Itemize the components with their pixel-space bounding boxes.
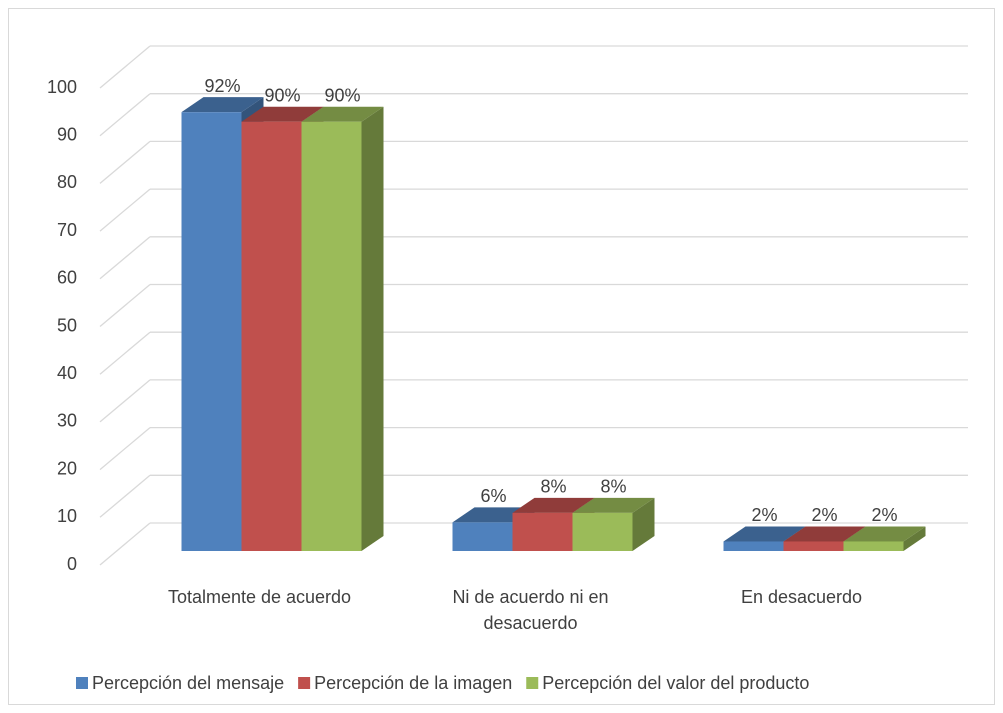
bar bbox=[181, 112, 242, 551]
legend-label: Percepción del mensaje bbox=[92, 673, 284, 693]
bar-side bbox=[903, 526, 926, 551]
chart-border bbox=[8, 8, 995, 705]
y-tick-label: 70 bbox=[57, 220, 77, 240]
bar-top bbox=[783, 526, 866, 542]
y-tick-label: 100 bbox=[47, 77, 77, 97]
data-label: 2% bbox=[871, 505, 897, 525]
data-label: 2% bbox=[811, 505, 837, 525]
legend-swatch bbox=[526, 677, 539, 689]
grid-line-side bbox=[99, 93, 151, 137]
bar bbox=[783, 541, 844, 551]
bar-top bbox=[723, 526, 806, 542]
grid-line-side bbox=[99, 236, 151, 280]
bar-top bbox=[241, 106, 324, 122]
x-tick-label: En desacuerdo bbox=[740, 587, 863, 607]
bar-top bbox=[572, 497, 655, 513]
x-tick-label-box: Ni de acuerdo ni en desacuerdo bbox=[452, 587, 609, 633]
legend-label: Percepción de la imagen bbox=[314, 673, 512, 693]
data-label: 8% bbox=[600, 477, 626, 497]
data-label: 8% bbox=[540, 477, 566, 497]
y-tick-label: 90 bbox=[57, 124, 77, 144]
x-tick-label-box: En desacuerdo bbox=[740, 587, 863, 607]
bar-top bbox=[843, 526, 926, 542]
y-tick-label: 20 bbox=[57, 458, 77, 478]
legend-label: Percepción del valor del producto bbox=[542, 673, 809, 693]
y-tick-label: 50 bbox=[57, 315, 77, 335]
bar-top bbox=[181, 97, 264, 113]
data-label: 6% bbox=[480, 486, 506, 506]
bar bbox=[572, 512, 633, 551]
grid-line-side bbox=[99, 45, 151, 89]
data-label: 2% bbox=[751, 505, 777, 525]
data-label: 90% bbox=[324, 85, 360, 105]
grid-line-side bbox=[99, 522, 151, 566]
data-label: 90% bbox=[264, 85, 300, 105]
grid-line-side bbox=[99, 284, 151, 327]
y-tick-label: 10 bbox=[57, 506, 77, 526]
y-tick-label: 0 bbox=[67, 554, 77, 574]
y-tick-label: 80 bbox=[57, 172, 77, 192]
bar bbox=[301, 121, 362, 551]
x-tick-label: Totalmente de acuerdo bbox=[167, 587, 352, 607]
bar bbox=[843, 541, 904, 551]
grid-line-side bbox=[99, 379, 151, 423]
bar bbox=[241, 121, 302, 551]
grid-line-side bbox=[99, 427, 151, 471]
legend-swatch bbox=[76, 677, 88, 689]
grid-line-side bbox=[99, 474, 151, 518]
bar bbox=[452, 522, 513, 551]
grid-line-side bbox=[99, 140, 151, 184]
bar-top bbox=[301, 106, 384, 122]
grid-line-side bbox=[99, 331, 151, 375]
x-tick-label-box: Totalmente de acuerdo bbox=[167, 587, 352, 607]
bar-side bbox=[632, 497, 655, 551]
legend-swatch bbox=[298, 677, 311, 689]
bar bbox=[723, 541, 784, 551]
legend: Percepción del mensaje Percepción de la i… bbox=[76, 673, 809, 693]
y-tick-label: 30 bbox=[57, 411, 77, 431]
bar bbox=[512, 512, 573, 551]
y-tick-label: 40 bbox=[57, 363, 77, 383]
y-tick-label: 60 bbox=[57, 268, 77, 288]
bar-top bbox=[512, 497, 595, 513]
x-tick-label: Ni de acuerdo ni en desacuerdo bbox=[452, 587, 609, 633]
grid-line-side bbox=[99, 188, 151, 232]
bar-side bbox=[361, 106, 384, 551]
data-label: 92% bbox=[204, 76, 240, 96]
